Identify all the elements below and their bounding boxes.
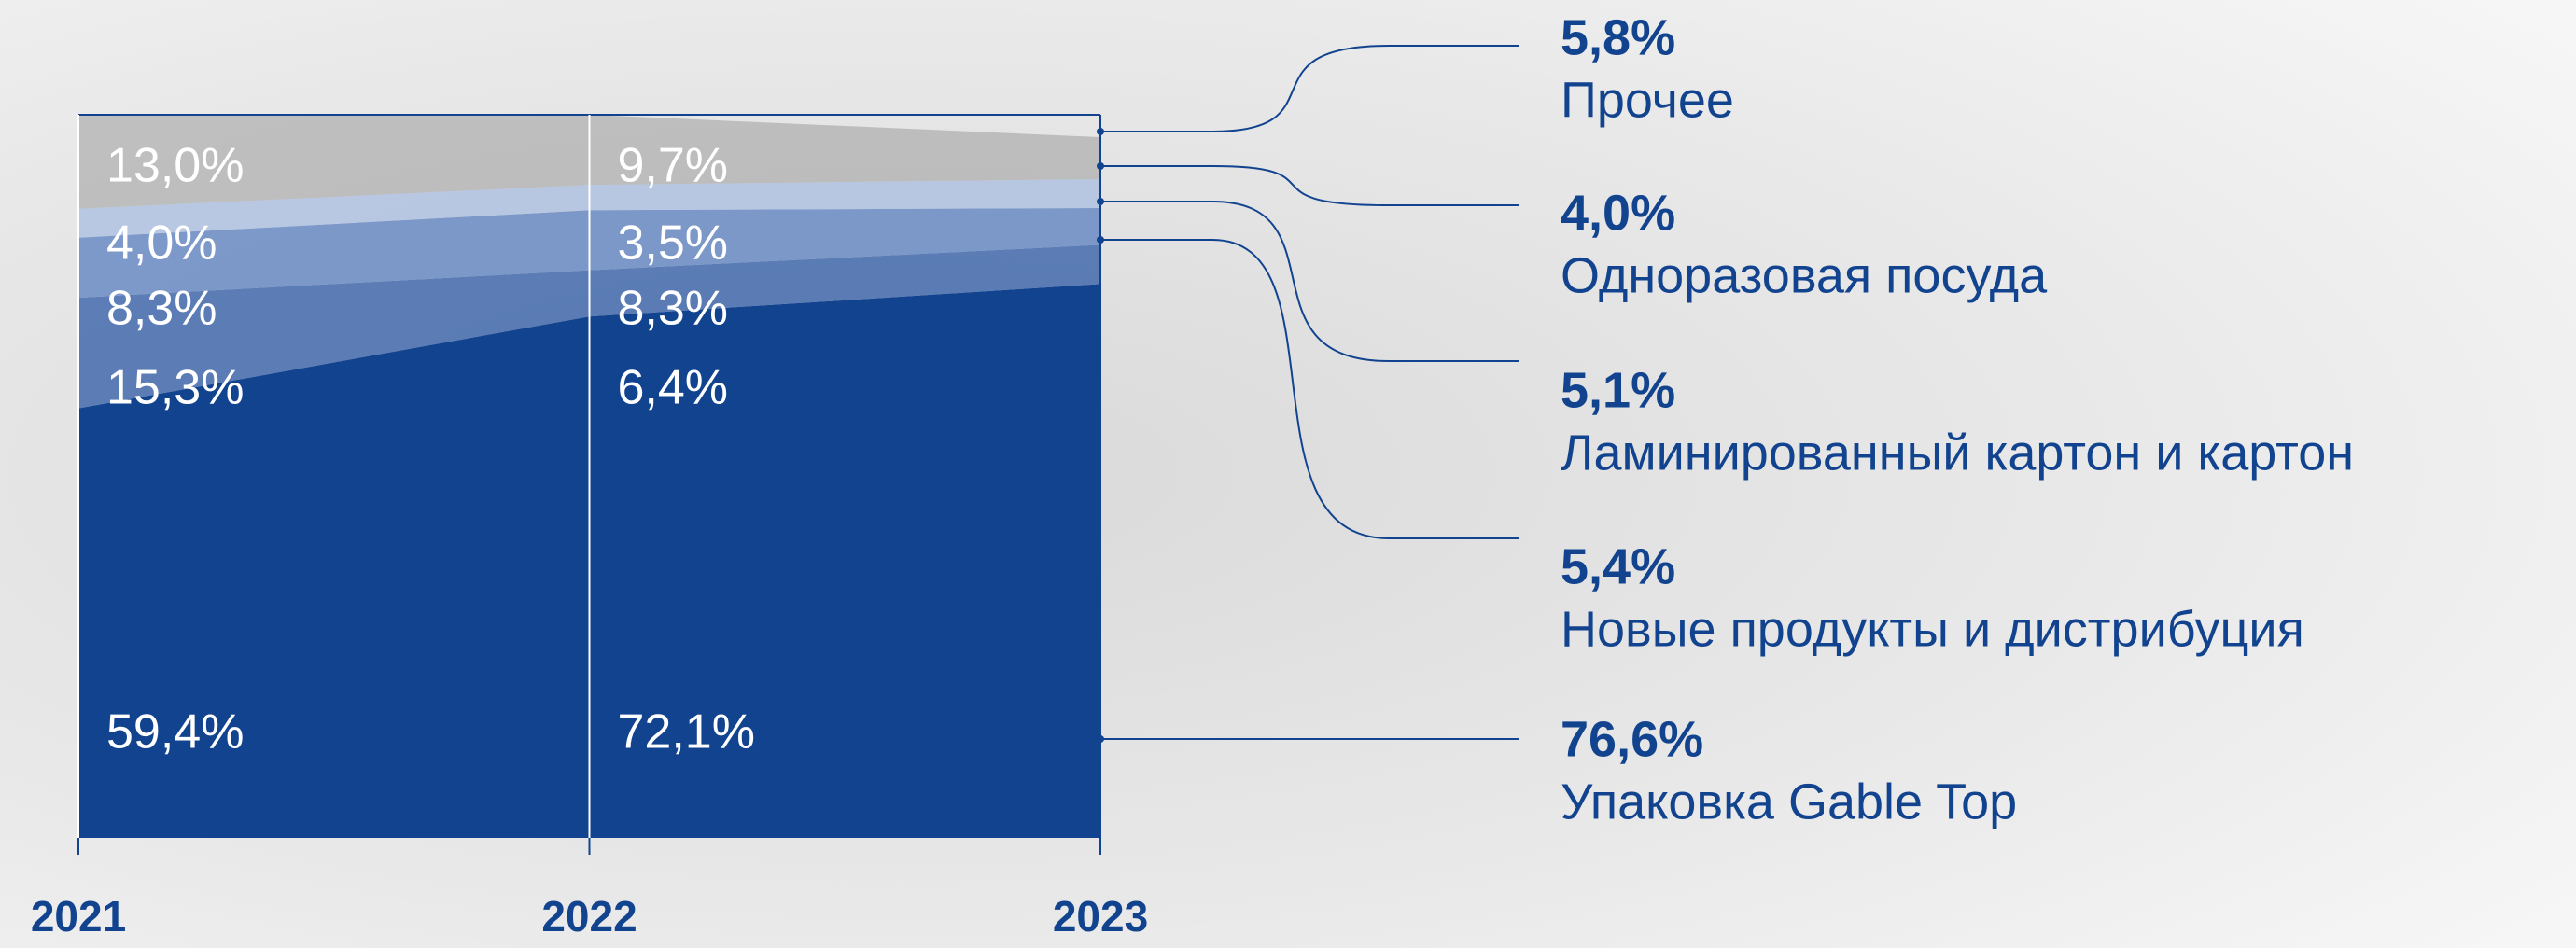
data-label: 6,4% bbox=[618, 361, 729, 415]
legend-label: Новые продукты и дистрибуция bbox=[1561, 601, 2304, 657]
legend-value: 5,8% bbox=[1561, 9, 1675, 65]
data-label: 13,0% bbox=[106, 139, 244, 193]
legend-value: 4,0% bbox=[1561, 185, 1675, 241]
legend-label: Одноразовая посуда bbox=[1561, 247, 2048, 303]
legend-value: 5,1% bbox=[1561, 362, 1675, 418]
x-tick-label: 2021 bbox=[31, 892, 126, 941]
legend-label: Ламинированный картон и картон bbox=[1561, 425, 2354, 481]
connector-dot bbox=[1097, 236, 1104, 244]
connector-dot bbox=[1097, 128, 1104, 135]
data-label: 9,7% bbox=[618, 139, 729, 193]
connector-dot bbox=[1097, 198, 1104, 205]
data-label: 3,5% bbox=[618, 216, 729, 271]
x-tick-label: 2023 bbox=[1053, 892, 1148, 941]
x-tick-label: 2022 bbox=[541, 892, 637, 941]
data-label: 8,3% bbox=[106, 282, 217, 336]
legend-value: 5,4% bbox=[1561, 538, 1675, 594]
data-label: 8,3% bbox=[618, 282, 729, 336]
connector-dot bbox=[1097, 162, 1104, 170]
data-label: 59,4% bbox=[106, 705, 244, 760]
chart: 2021 2022 2023 59,4% 72,1% 76,6% Упаковка Gabl… bbox=[0, 0, 2576, 948]
legend-label: Прочее bbox=[1561, 72, 1734, 128]
data-label: 4,0% bbox=[106, 216, 217, 271]
data-label: 72,1% bbox=[618, 705, 755, 760]
legend-label: Упаковка Gable Top bbox=[1561, 774, 2017, 830]
data-label: 15,3% bbox=[106, 361, 244, 415]
legend-value: 76,6% bbox=[1561, 711, 1703, 767]
connector-dot bbox=[1097, 735, 1104, 743]
